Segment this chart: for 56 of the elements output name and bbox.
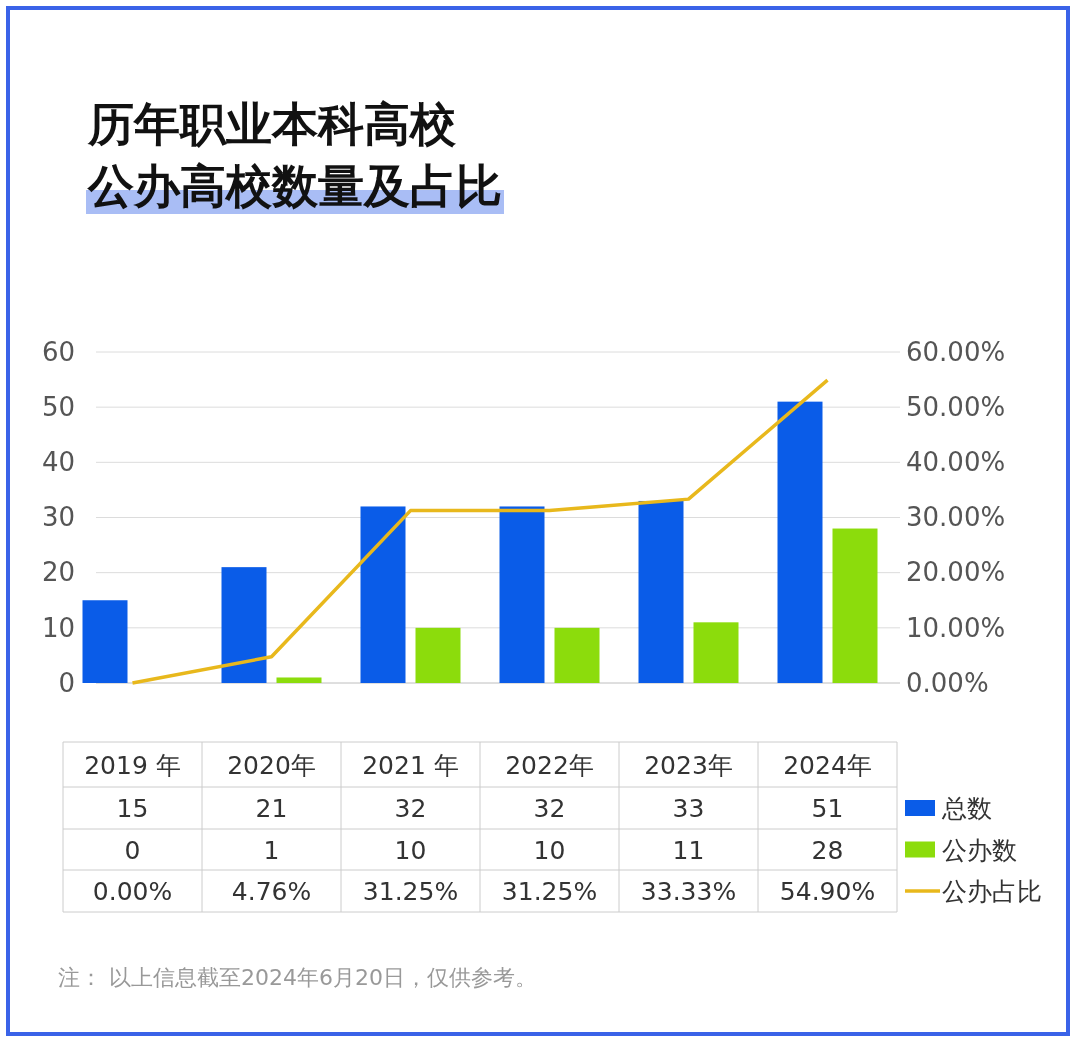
bar	[221, 567, 267, 683]
data-label: 10	[533, 835, 566, 865]
data-label: 32	[533, 794, 566, 823]
data-label: 21	[255, 794, 288, 823]
data-label: 31.25%	[501, 877, 598, 906]
chart-subtitle: 公办高校数量及占比	[87, 159, 502, 213]
y2-tick-label: 20.00%	[906, 557, 1006, 588]
x-tick-label: 2023年	[644, 750, 733, 780]
y-tick-label: 60	[41, 336, 75, 367]
bar	[832, 528, 878, 683]
y2-tick-label: 30.00%	[906, 502, 1006, 533]
data-label: 4.76%	[231, 877, 312, 906]
y-tick-label: 10	[41, 612, 75, 643]
data-label: 32	[394, 794, 427, 823]
y-tick-label: 0	[58, 667, 75, 698]
data-label: 51	[811, 794, 844, 823]
x-tick-label: 2021 年	[362, 750, 459, 780]
y2-tick-label: 0.00%	[906, 667, 989, 698]
data-label: 11	[672, 835, 705, 865]
data-label: 31.25%	[362, 877, 459, 906]
bar	[276, 677, 322, 683]
data-label: 28	[811, 835, 844, 865]
bar	[499, 506, 545, 683]
legend-label: 公办数	[942, 835, 1017, 865]
bar	[777, 401, 823, 683]
y-tick-label: 40	[41, 447, 75, 478]
y2-tick-label: 40.00%	[906, 447, 1006, 478]
chart-title: 历年职业本科高校	[87, 97, 457, 151]
y-tick-label: 20	[41, 557, 75, 588]
y2-tick-label: 60.00%	[906, 336, 1006, 367]
data-label: 33.33%	[640, 877, 737, 906]
data-label: 33	[672, 794, 705, 823]
data-label: 10	[394, 835, 427, 865]
bar	[360, 506, 406, 683]
x-tick-label: 2019 年	[84, 750, 181, 780]
y-tick-label: 50	[41, 391, 75, 422]
line-series	[130, 378, 830, 685]
legend-label: 公办占比	[942, 877, 1042, 906]
x-tick-label: 2022年	[505, 750, 594, 780]
legend-label: 总数	[941, 794, 992, 823]
y2-tick-label: 10.00%	[906, 612, 1006, 643]
bar	[415, 627, 461, 683]
data-label: 54.90%	[779, 877, 876, 906]
text: 注： 以上信息截至2024年6月20日，仅供参考。	[58, 965, 537, 990]
data-label: 0	[124, 835, 141, 865]
data-label: 1	[263, 835, 280, 865]
y-tick-label: 30	[41, 502, 75, 533]
data-label: 15	[116, 794, 149, 823]
y2-tick-label: 50.00%	[906, 391, 1006, 422]
bar	[638, 500, 684, 683]
data-label: 0.00%	[92, 877, 173, 906]
x-tick-label: 2020年	[227, 750, 316, 780]
bar	[693, 622, 739, 683]
x-tick-label: 2024年	[783, 750, 872, 780]
bar	[554, 627, 600, 683]
bar	[82, 600, 128, 683]
